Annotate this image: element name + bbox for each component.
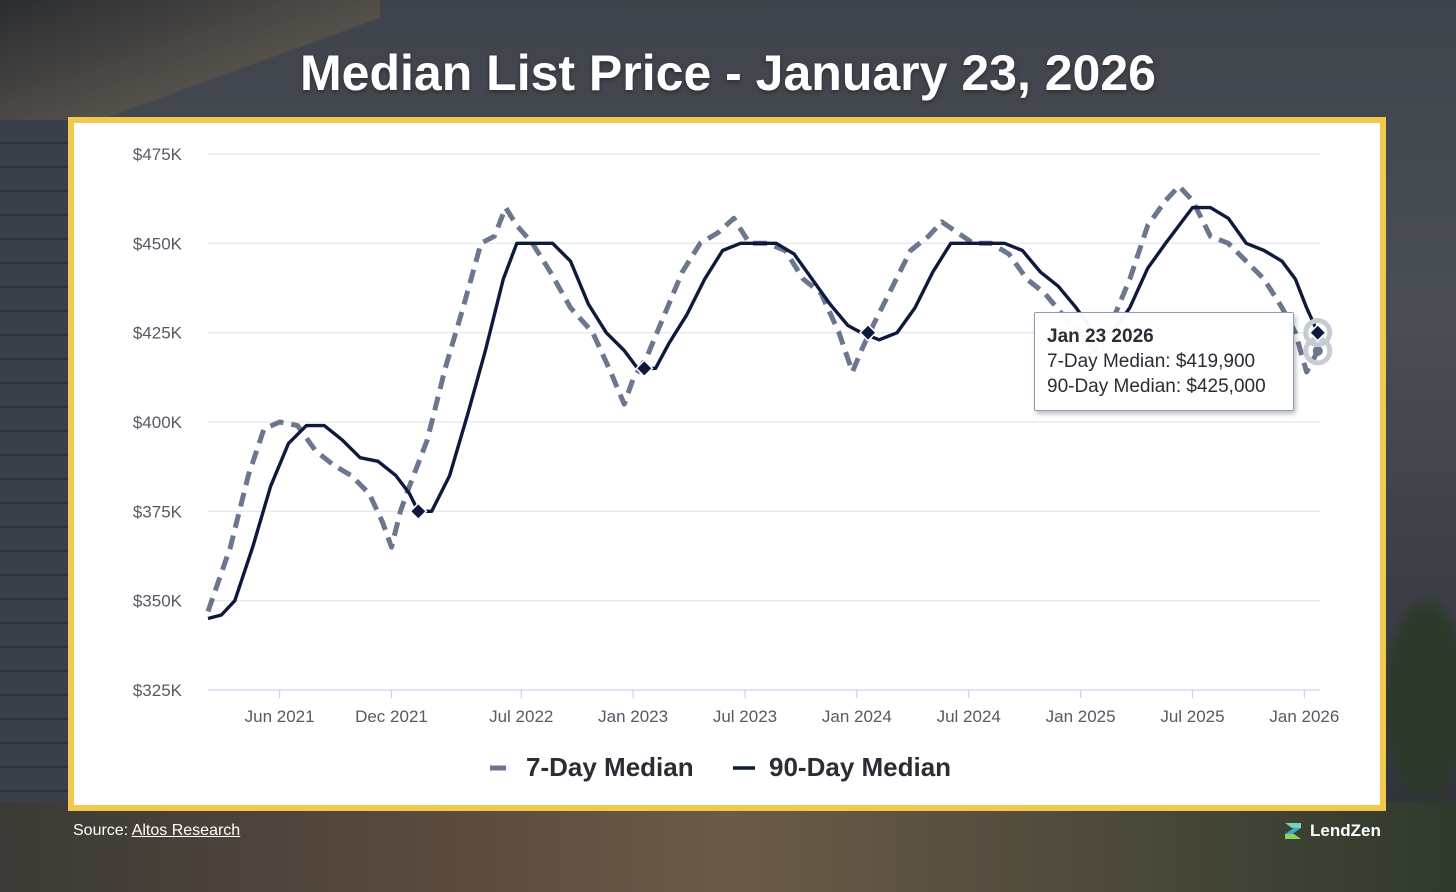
y-tick-label: $450K <box>133 234 183 253</box>
y-tick-label: $325K <box>133 681 183 700</box>
tooltip-7day-value: 7-Day Median: $419,900 <box>1047 351 1256 372</box>
background-roof <box>0 0 380 120</box>
data-point-marker[interactable] <box>1308 323 1327 342</box>
source-prefix: Source: <box>73 822 132 839</box>
x-tick-label: Jul 2022 <box>489 707 553 726</box>
brand-name: LendZen <box>1310 821 1381 840</box>
legend-item-7-day-median[interactable]: 7-Day Median <box>490 752 694 782</box>
tooltip-90day-value: 90-Day Median: $425,000 <box>1047 376 1266 397</box>
x-tick-label: Jul 2024 <box>937 707 1001 726</box>
point-markers <box>409 318 1333 521</box>
y-tick-label: $475K <box>133 145 183 164</box>
x-tick-label: Dec 2021 <box>355 707 428 726</box>
legend-label: 7-Day Median <box>526 752 694 782</box>
series-line-90-day-median[interactable] <box>207 205 1320 621</box>
legend[interactable]: 7-Day Median 90-Day Median <box>490 752 951 782</box>
source-link[interactable]: Altos Research <box>131 822 241 839</box>
data-point-marker[interactable] <box>635 359 654 378</box>
data-point-marker[interactable] <box>858 323 878 342</box>
y-tick-label: $400K <box>133 413 183 432</box>
x-tick-label: Jan 2026 <box>1269 707 1339 726</box>
series-group <box>205 183 1321 621</box>
x-tick-label: Jan 2024 <box>822 707 892 726</box>
x-tick-label: Jan 2023 <box>598 707 668 726</box>
x-tick-label: Jul 2023 <box>713 707 777 726</box>
y-axis: $325K $350K $375K $400K $425K $450K $475K <box>133 145 183 700</box>
background-street <box>0 802 1456 892</box>
y-tick-label: $375K <box>133 502 183 521</box>
hover-halo <box>1303 318 1333 348</box>
x-axis: Jun 2021 Dec 2021 Jul 2022 Jan 2023 Jul 2023… <box>245 690 1339 726</box>
data-point-marker[interactable] <box>409 502 428 521</box>
x-tick-label: Jul 2025 <box>1160 707 1224 726</box>
x-tick-label: Jan 2025 <box>1046 707 1116 726</box>
brand-logo: LendZen <box>1282 820 1381 842</box>
legend-item-90-day-median[interactable]: 90-Day Median <box>733 752 951 782</box>
page-title: Median List Price - January 23, 2026 <box>300 45 1156 101</box>
legend-label: 90-Day Median <box>769 752 951 782</box>
y-tick-label: $350K <box>133 592 183 611</box>
chart-frame <box>68 117 1386 811</box>
x-tick-label: Jun 2021 <box>245 707 315 726</box>
lendzen-logo-icon <box>1285 823 1301 839</box>
background-tree <box>1381 590 1456 810</box>
tooltip-date: Jan 23 2026 <box>1047 326 1154 347</box>
source-attribution: Source: Altos Research <box>73 822 240 840</box>
hover-point-7day[interactable] <box>1312 345 1323 356</box>
chart-tooltip: Jan 23 2026 7-Day Median: $419,900 90-Da… <box>1034 312 1294 411</box>
y-tick-label: $425K <box>133 324 183 343</box>
grid <box>208 153 1320 691</box>
